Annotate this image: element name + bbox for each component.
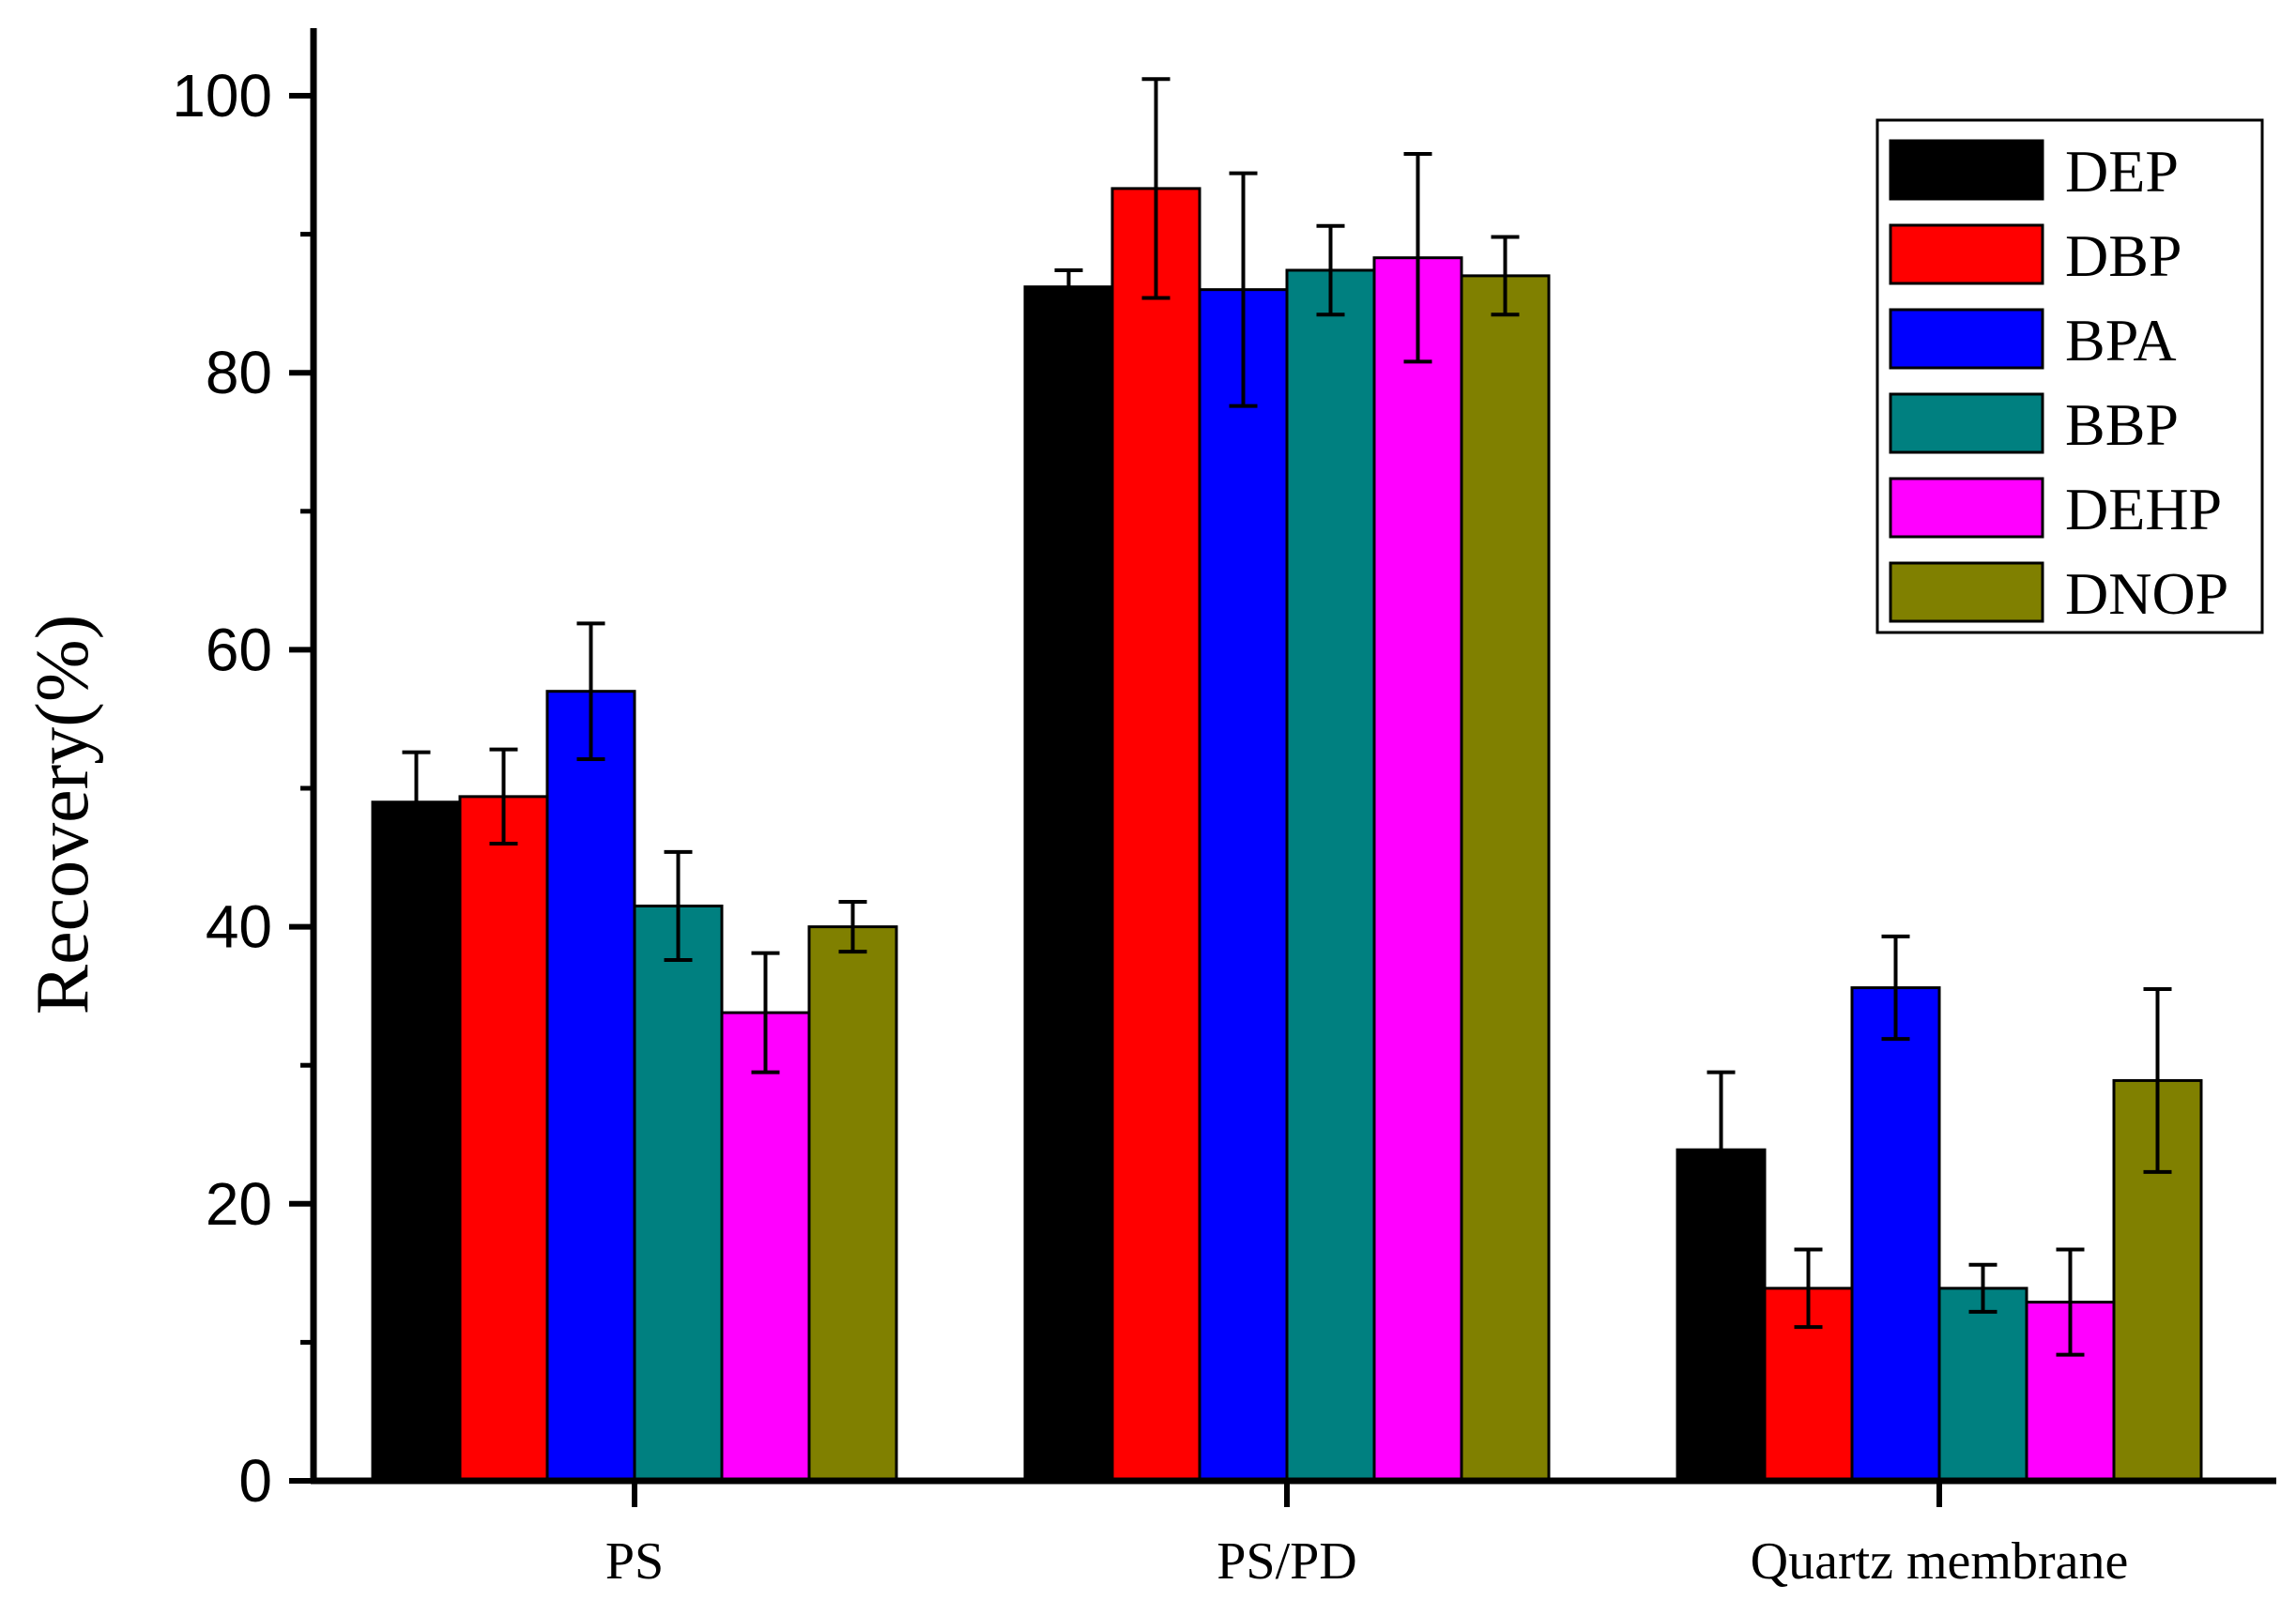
legend-swatch-bbp bbox=[1889, 392, 2044, 454]
bar-bpa-2 bbox=[1850, 986, 1941, 1483]
legend: DEP DBP BPA BBP DEHP DNOP bbox=[1875, 118, 2264, 634]
x-category-label-2: Quartz membrane bbox=[1751, 1532, 2129, 1591]
bar-dnop-1 bbox=[1460, 274, 1551, 1483]
bar-dep-0 bbox=[371, 800, 462, 1483]
legend-label-bbp: BBP bbox=[2065, 391, 2179, 458]
y-axis-title: Recovery(%) bbox=[22, 615, 104, 1014]
bars-layer bbox=[371, 187, 2203, 1483]
error-bars-layer bbox=[402, 77, 2172, 1357]
bar-bbp-2 bbox=[1937, 1287, 2028, 1483]
legend-swatch-dep bbox=[1889, 139, 2044, 201]
bar-dehp-0 bbox=[720, 1011, 811, 1483]
bar-bbp-0 bbox=[633, 904, 724, 1483]
bar-bbp-1 bbox=[1285, 268, 1376, 1483]
y-tick-label-20: 20 bbox=[206, 1170, 272, 1238]
x-category-label-0: PS bbox=[605, 1532, 664, 1591]
legend-label-dnop: DNOP bbox=[2065, 560, 2228, 627]
y-tick-label-40: 40 bbox=[206, 893, 272, 961]
legend-swatch-dbp bbox=[1889, 223, 2044, 285]
y-tick-label-80: 80 bbox=[206, 339, 272, 406]
bar-dnop-0 bbox=[807, 925, 898, 1483]
bar-dehp-2 bbox=[2025, 1301, 2116, 1483]
y-tick-label-100: 100 bbox=[172, 62, 272, 130]
bar-bpa-1 bbox=[1198, 288, 1289, 1483]
legend-swatch-dnop bbox=[1889, 561, 2044, 623]
bar-bpa-0 bbox=[545, 690, 636, 1483]
axes-layer: 0 20 40 60 80 100 PS PS/PD Quartz membrane Recove… bbox=[22, 28, 2276, 1591]
legend-label-dehp: DEHP bbox=[2065, 476, 2222, 542]
bar-dehp-1 bbox=[1372, 256, 1463, 1483]
y-tick-label-60: 60 bbox=[206, 616, 272, 683]
legend-label-dep: DEP bbox=[2065, 138, 2179, 205]
x-category-label-1: PS/PD bbox=[1217, 1532, 1356, 1591]
legend-label-dbp: DBP bbox=[2065, 222, 2182, 289]
y-tick-label-0: 0 bbox=[238, 1447, 272, 1515]
bar-dbp-1 bbox=[1110, 187, 1202, 1483]
bar-dep-1 bbox=[1023, 285, 1114, 1483]
legend-swatch-bpa bbox=[1889, 308, 2044, 370]
legend-label-bpa: BPA bbox=[2065, 307, 2177, 373]
bar-dbp-0 bbox=[458, 795, 549, 1483]
legend-swatch-dehp bbox=[1889, 477, 2044, 539]
legend-box bbox=[1875, 118, 2264, 634]
